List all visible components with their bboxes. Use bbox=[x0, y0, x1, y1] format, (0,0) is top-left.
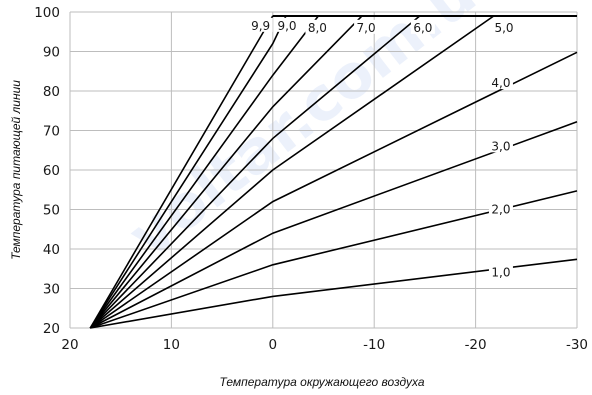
series-lines bbox=[89, 14, 578, 329]
x-tick-label: 0 bbox=[269, 337, 278, 353]
curve-label: 7,0 bbox=[357, 21, 376, 35]
curve-label-bg bbox=[410, 19, 435, 34]
curve-labels: 1,0 2,0 3,0 4,0 5,0 6,0 7,0 8,0 9,0 9,9 bbox=[248, 17, 516, 280]
x-tick-label: 20 bbox=[61, 337, 78, 353]
y-tick-label: 90 bbox=[43, 45, 60, 61]
x-tick-label: -20 bbox=[465, 337, 487, 353]
curve-label: 5,0 bbox=[494, 21, 513, 35]
y-tick-label: 30 bbox=[43, 282, 60, 298]
y-tick-label: 80 bbox=[43, 84, 60, 100]
curve-label: 8,0 bbox=[308, 21, 327, 35]
curve-8-0 bbox=[89, 15, 320, 329]
curve-label: 4,0 bbox=[491, 76, 510, 90]
x-axis-ticks: 20 10 0 -10 -20 -30 bbox=[61, 337, 588, 353]
y-axis-ticks: 20 30 40 50 60 70 80 90 100 bbox=[34, 5, 60, 337]
curve-label-bg bbox=[488, 201, 513, 216]
curve-label: 9,0 bbox=[277, 19, 296, 33]
x-tick-label: 10 bbox=[163, 337, 180, 353]
x-tick-label: -10 bbox=[363, 337, 385, 353]
watermark: voltar.com.ua bbox=[116, 0, 521, 272]
curve-4-0 bbox=[89, 51, 578, 329]
curve-label-bg bbox=[248, 17, 273, 32]
curve-label: 9,9 bbox=[251, 19, 270, 33]
curve-label: 1,0 bbox=[491, 266, 510, 280]
curve-label: 3,0 bbox=[491, 139, 510, 153]
y-tick-label: 20 bbox=[43, 321, 60, 337]
curve-2-0 bbox=[90, 190, 578, 329]
y-tick-label: 70 bbox=[43, 124, 60, 140]
curve-label-bg bbox=[488, 264, 513, 279]
y-tick-label: 60 bbox=[43, 163, 60, 179]
x-tick-label: -30 bbox=[566, 337, 588, 353]
curve-7-0 bbox=[89, 15, 363, 329]
curve-label-bg bbox=[274, 17, 299, 32]
curve-label-bg bbox=[488, 75, 513, 90]
curve-label-bg bbox=[488, 138, 513, 153]
curve-6-0 bbox=[89, 15, 421, 329]
curve-label-bg bbox=[354, 19, 379, 34]
curve-3-0 bbox=[89, 121, 578, 329]
curve-5-0 bbox=[89, 15, 495, 329]
curve-label: 6,0 bbox=[413, 21, 432, 35]
curve-label-bg bbox=[491, 19, 516, 34]
y-axis-title: Температура питающей линии bbox=[9, 80, 23, 260]
x-axis-title: Температура окружающего воздуха bbox=[219, 375, 424, 389]
y-tick-label: 50 bbox=[43, 203, 60, 219]
curve-1-0 bbox=[90, 258, 578, 329]
curve-label: 2,0 bbox=[491, 203, 510, 217]
curve-9-9 bbox=[89, 15, 274, 329]
curve-label-bg bbox=[305, 19, 330, 34]
y-tick-label: 40 bbox=[43, 242, 60, 258]
grid bbox=[69, 11, 578, 329]
y-tick-label: 100 bbox=[34, 5, 60, 21]
